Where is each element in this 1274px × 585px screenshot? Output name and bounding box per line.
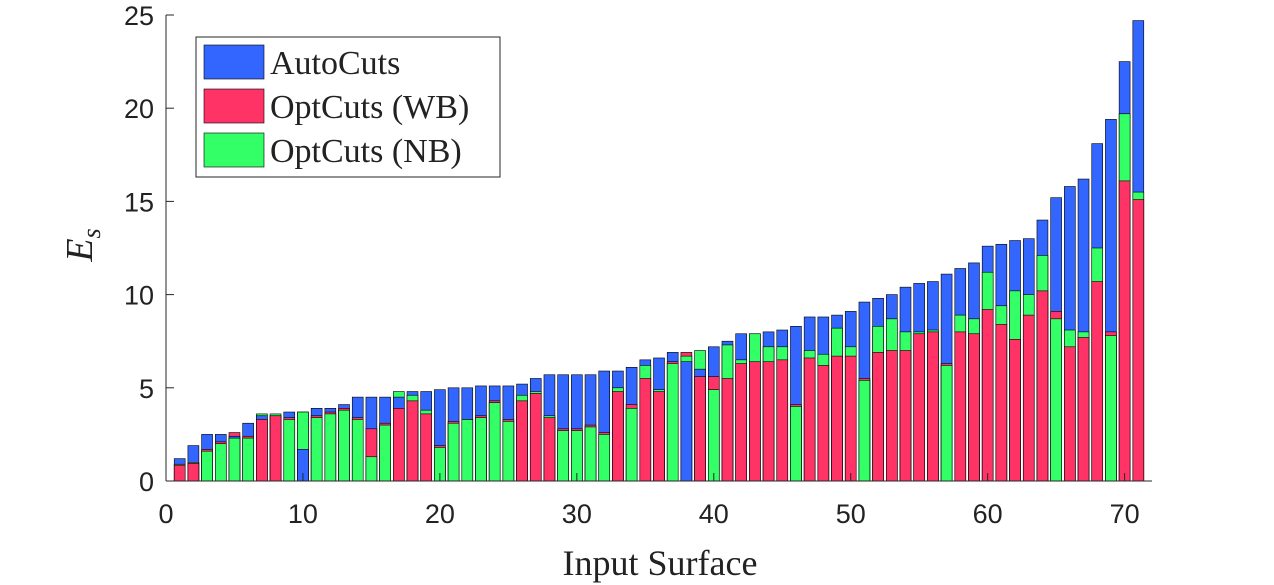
bar (1022, 314, 1035, 482)
legend-label: OptCuts (WB) (270, 89, 469, 126)
bar (927, 331, 939, 482)
bar (228, 437, 241, 482)
bar (1077, 337, 1090, 482)
bar (817, 365, 830, 482)
legend-swatch (203, 44, 265, 80)
legend-swatch (203, 132, 265, 168)
bar (516, 400, 528, 482)
x-tick-label: 20 (425, 499, 455, 529)
bar (666, 363, 679, 482)
bar (680, 361, 693, 482)
x-tick-label: 0 (158, 499, 173, 529)
x-tick-label: 50 (836, 499, 866, 529)
bar (283, 419, 296, 482)
y-tick-label: 15 (124, 187, 154, 217)
bar (447, 422, 460, 482)
bar (420, 413, 432, 482)
bar (529, 393, 542, 482)
bar (351, 419, 364, 482)
bar (749, 361, 761, 482)
bar (776, 359, 789, 482)
bar (1050, 318, 1062, 482)
bar (269, 415, 282, 482)
bar (762, 361, 775, 482)
bar (1009, 339, 1021, 482)
bar (1105, 335, 1117, 482)
bar (981, 309, 994, 482)
x-tick-label: 40 (699, 499, 729, 529)
bar (886, 350, 898, 482)
bar (913, 333, 925, 482)
bar (242, 437, 254, 482)
bar (899, 350, 912, 482)
bar (475, 417, 487, 482)
bar (215, 443, 227, 482)
x-tick-label: 30 (562, 499, 592, 529)
x-tick-label: 60 (973, 499, 1003, 529)
x-axis-label: Input Surface (563, 543, 758, 583)
bar (707, 389, 720, 482)
bar (721, 378, 734, 482)
bar (324, 413, 337, 482)
bar (488, 402, 501, 482)
bar (639, 378, 652, 482)
bar (694, 376, 706, 482)
legend-label: OptCuts (NB) (270, 133, 462, 170)
bar (584, 426, 597, 482)
bar (844, 355, 857, 482)
bar (543, 417, 556, 482)
bar (858, 380, 871, 482)
bar (872, 352, 884, 482)
bar (461, 419, 474, 482)
bar (790, 406, 802, 482)
bar (968, 333, 980, 482)
bar (310, 417, 323, 482)
bar (201, 450, 213, 482)
bar (735, 363, 747, 482)
bar (803, 357, 816, 482)
y-tick-label: 0 (139, 467, 154, 497)
bar (393, 408, 405, 482)
bar (379, 424, 391, 482)
legend-label: AutoCuts (270, 45, 400, 82)
bar (365, 456, 378, 482)
bar (1064, 346, 1076, 482)
bar (256, 419, 268, 482)
y-tick-label: 20 (124, 94, 154, 124)
bar (557, 430, 569, 482)
bar (1118, 180, 1131, 482)
bar (173, 464, 186, 482)
bar (954, 331, 967, 482)
bar (612, 391, 624, 482)
bar (653, 391, 665, 482)
bar (940, 365, 953, 482)
bar (338, 409, 350, 482)
bar (502, 421, 515, 482)
legend-swatch (203, 88, 265, 124)
bar (598, 434, 611, 482)
bar (1091, 281, 1103, 482)
bar (187, 462, 200, 482)
bar (1036, 290, 1049, 482)
y-tick-label: 10 (124, 281, 154, 311)
y-axis-label: Es (59, 228, 106, 262)
bar (831, 355, 843, 482)
y-tick-label: 25 (124, 1, 154, 31)
bar (1132, 199, 1145, 482)
bar (406, 400, 419, 482)
y-tick-label: 5 (139, 374, 154, 404)
x-tick-label: 70 (1110, 499, 1140, 529)
bar (625, 408, 638, 482)
bar (995, 324, 1008, 482)
x-tick-label: 10 (288, 499, 318, 529)
